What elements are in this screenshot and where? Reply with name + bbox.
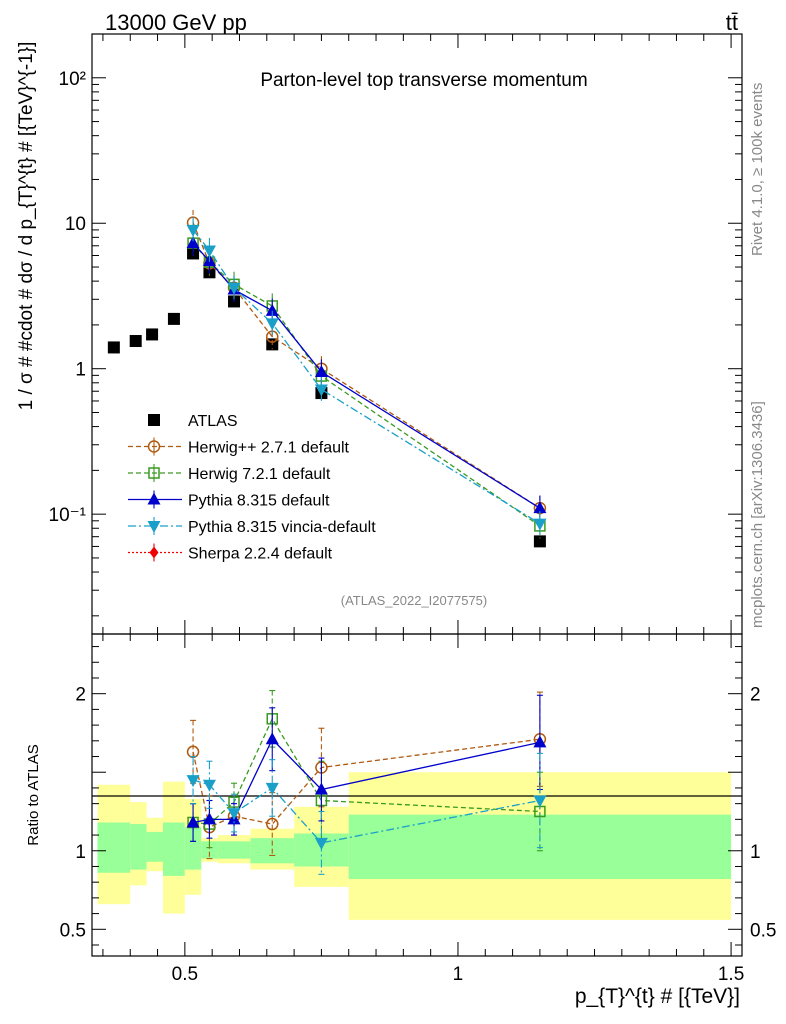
main-frame xyxy=(91,33,743,635)
main-y-tick-label: 1 xyxy=(75,360,86,381)
ratio-point-pythia-8-315-vincia-default xyxy=(314,837,328,850)
main-point-pythia-8-315-default xyxy=(265,303,279,316)
ratio-band-inner xyxy=(163,822,185,876)
main-plot-marks xyxy=(107,210,547,548)
chart-title: Parton-level top transverse momentum xyxy=(260,70,587,91)
legend-label-atlas: ATLAS xyxy=(188,413,238,430)
process-label: tt̄ xyxy=(726,10,738,35)
legend-label-herwig-2-7-1-default: Herwig++ 2.7.1 default xyxy=(188,440,350,457)
main-y-axis-label: 1 / σ # #cdot # dσ / d p_{T}^{t} # [{TeV… xyxy=(16,42,37,411)
main-point-atlas xyxy=(129,335,142,348)
main-axis-ticks: 10⁻¹ 1 10 10² xyxy=(49,33,742,634)
main-point-pythia-8-315-vincia-default xyxy=(227,282,241,295)
ratio-y-tick-label-right: 1 xyxy=(750,842,761,863)
ratio-band-inner xyxy=(97,822,131,873)
legend-label-pythia-8-315-default: Pythia 8.315 default xyxy=(188,493,330,510)
main-point-pythia-8-315-vincia-default xyxy=(265,318,279,331)
x-axis-label: p_{T}^{t} # [{TeV}] xyxy=(575,985,740,1008)
main-point-pythia-8-315-vincia-default xyxy=(533,518,547,531)
ratio-point-pythia-8-315-default xyxy=(186,815,200,828)
ratio-point-pythia-8-315-vincia-default xyxy=(186,775,200,788)
legend-marker-sherpa-2-2-4-default xyxy=(149,546,159,559)
legend-marker-pythia-8-315-vincia-default xyxy=(147,521,161,533)
ratio-band-inner xyxy=(201,841,218,859)
main-point-atlas xyxy=(167,312,180,325)
ratio-line-pythia-8-315-vincia-default xyxy=(192,779,541,844)
ratio-panel: 0.5 0.5 1 1 2 2 0.5 1 1.5 Ratio to ATLAS p_{T}^{… xyxy=(25,633,776,1008)
main-y-tick-label: 10⁻¹ xyxy=(49,505,87,526)
rivet-label: Rivet 4.1.0, ≥ 100k events xyxy=(749,83,766,256)
ratio-frame xyxy=(91,633,743,957)
main-y-tick-label: 10 xyxy=(65,214,86,235)
legend-label-sherpa-2-2-4-default: Sherpa 2.2.4 default xyxy=(188,546,333,563)
mcplots-label: mcplots.cern.ch [arXiv:1306.3436] xyxy=(749,401,766,628)
legend-marker-atlas xyxy=(148,414,160,426)
ratio-point-pythia-8-315-default xyxy=(265,732,279,745)
main-y-tick-label: 10² xyxy=(59,69,86,90)
main-point-atlas xyxy=(107,341,120,354)
energy-label: 13000 GeV pp xyxy=(105,10,247,35)
legend-label-pythia-8-315-vincia-default: Pythia 8.315 vincia-default xyxy=(188,519,376,536)
ratio-plot-marks xyxy=(186,689,547,875)
main-panel: 10⁻¹ 1 10 10² Parton-level top transverse m… xyxy=(16,33,743,635)
main-point-atlas xyxy=(146,328,159,341)
x-tick-label: 1 xyxy=(453,964,464,985)
legend-marker-pythia-8-315-default xyxy=(147,492,161,505)
ratio-line-herwig-2-7-1-default xyxy=(192,738,540,829)
ratio-point-pythia-8-315-vincia-default xyxy=(265,782,279,795)
x-tick-label: 0.5 xyxy=(172,964,198,985)
legend-label-herwig-7-2-1-default: Herwig 7.2.1 default xyxy=(188,466,331,483)
ratio-point-pythia-8-315-vincia-default xyxy=(533,795,547,808)
main-point-pythia-8-315-vincia-default xyxy=(186,224,200,237)
ratio-band-inner xyxy=(184,827,202,870)
ratio-point-pythia-8-315-default xyxy=(533,735,547,748)
ratio-y-tick-label-left: 2 xyxy=(75,685,86,706)
ratio-band-inner xyxy=(146,831,164,862)
ratio-band-inner xyxy=(217,841,251,859)
ratio-band-inner xyxy=(130,824,147,870)
analysis-watermark: (ATLAS_2022_I2077575) xyxy=(341,593,487,608)
ratio-y-tick-label-right: 0.5 xyxy=(750,920,776,941)
ratio-y-tick-label-left: 0.5 xyxy=(60,920,86,941)
ratio-line-herwig-7-2-1-default xyxy=(192,717,540,825)
ratio-y-axis-label: Ratio to ATLAS xyxy=(25,744,42,845)
ratio-point-herwig-2-7-1-default xyxy=(266,817,279,831)
main-point-pythia-8-315-default xyxy=(533,501,547,514)
ratio-point-pythia-8-315-default xyxy=(314,782,328,795)
main-point-pythia-8-315-default xyxy=(186,236,200,249)
main-line-herwig-7-2-1-default xyxy=(192,242,541,527)
ratio-point-pythia-8-315-vincia-default xyxy=(227,808,241,821)
main-line-pythia-8-315-default xyxy=(192,242,541,509)
main-point-pythia-8-315-vincia-default xyxy=(314,384,328,397)
ratio-y-tick-label-left: 1 xyxy=(75,842,86,863)
ratio-y-tick-label-right: 2 xyxy=(750,685,761,706)
main-point-atlas xyxy=(533,535,546,548)
legend-marker-herwig-2-7-1-default xyxy=(147,440,161,453)
main-point-pythia-8-315-default xyxy=(314,364,328,377)
legend-marker-herwig-7-2-1-default xyxy=(148,467,160,479)
ratio-point-pythia-8-315-vincia-default xyxy=(202,779,216,792)
ratio-point-pythia-8-315-default xyxy=(202,812,216,825)
main-point-pythia-8-315-vincia-default xyxy=(202,245,216,258)
legend: ATLAS Herwig++ 2.7.1 default Herwig 7.2.1 … xyxy=(128,413,376,563)
ratio-axis-ticks: 0.5 0.5 1 1 2 2 0.5 1 1.5 xyxy=(60,634,776,985)
x-tick-label: 1.5 xyxy=(718,964,744,985)
